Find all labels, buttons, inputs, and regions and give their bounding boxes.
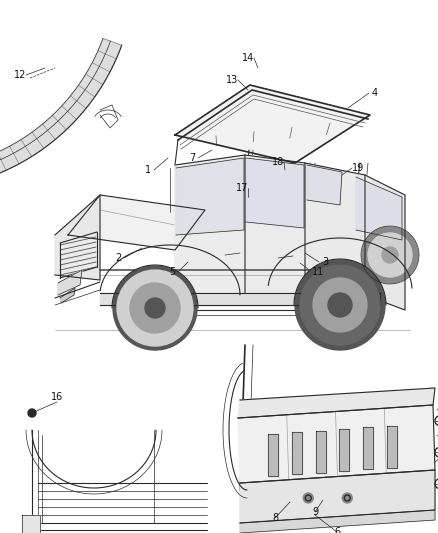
Text: 4: 4 xyxy=(372,88,378,98)
Circle shape xyxy=(368,233,412,277)
Circle shape xyxy=(328,293,352,317)
Text: 12: 12 xyxy=(14,70,26,80)
Polygon shape xyxy=(339,429,350,471)
Polygon shape xyxy=(240,470,435,523)
Text: 2: 2 xyxy=(115,253,121,263)
Polygon shape xyxy=(305,163,365,295)
Polygon shape xyxy=(245,155,305,295)
Circle shape xyxy=(117,270,193,346)
Polygon shape xyxy=(365,175,405,310)
Circle shape xyxy=(382,247,398,263)
Polygon shape xyxy=(100,293,380,305)
Polygon shape xyxy=(176,158,244,235)
Circle shape xyxy=(362,227,418,283)
Text: 3: 3 xyxy=(322,257,328,267)
Text: 16: 16 xyxy=(51,392,63,402)
Text: 13: 13 xyxy=(226,75,238,85)
Circle shape xyxy=(300,265,380,345)
Text: 15: 15 xyxy=(437,450,438,460)
Polygon shape xyxy=(240,510,435,533)
Polygon shape xyxy=(363,427,373,470)
Circle shape xyxy=(303,493,313,503)
Text: 19: 19 xyxy=(352,163,364,173)
Polygon shape xyxy=(68,195,205,250)
Polygon shape xyxy=(246,158,304,228)
Polygon shape xyxy=(55,195,100,280)
Polygon shape xyxy=(175,85,370,163)
Text: 1: 1 xyxy=(145,165,151,175)
Text: 11: 11 xyxy=(312,267,324,277)
Text: 18: 18 xyxy=(272,157,284,167)
Circle shape xyxy=(130,283,180,333)
Text: 6: 6 xyxy=(334,527,340,533)
Circle shape xyxy=(342,493,352,503)
Polygon shape xyxy=(292,432,302,474)
Circle shape xyxy=(113,266,197,350)
Circle shape xyxy=(28,409,36,417)
Polygon shape xyxy=(238,388,435,418)
Polygon shape xyxy=(22,515,40,533)
Polygon shape xyxy=(60,288,75,303)
Circle shape xyxy=(145,298,165,318)
Polygon shape xyxy=(387,426,397,468)
Polygon shape xyxy=(268,434,279,475)
Text: 8: 8 xyxy=(272,513,278,523)
Circle shape xyxy=(295,260,385,350)
Circle shape xyxy=(313,278,367,332)
Polygon shape xyxy=(238,405,435,483)
Polygon shape xyxy=(307,165,342,205)
Polygon shape xyxy=(175,155,245,295)
Polygon shape xyxy=(316,431,326,473)
Text: 5: 5 xyxy=(169,267,175,277)
Text: 17: 17 xyxy=(236,183,248,193)
Text: 7: 7 xyxy=(189,153,195,163)
Polygon shape xyxy=(0,38,122,177)
Polygon shape xyxy=(58,270,82,295)
Text: 14: 14 xyxy=(242,53,254,63)
Text: 9: 9 xyxy=(312,507,318,517)
Polygon shape xyxy=(356,177,402,240)
